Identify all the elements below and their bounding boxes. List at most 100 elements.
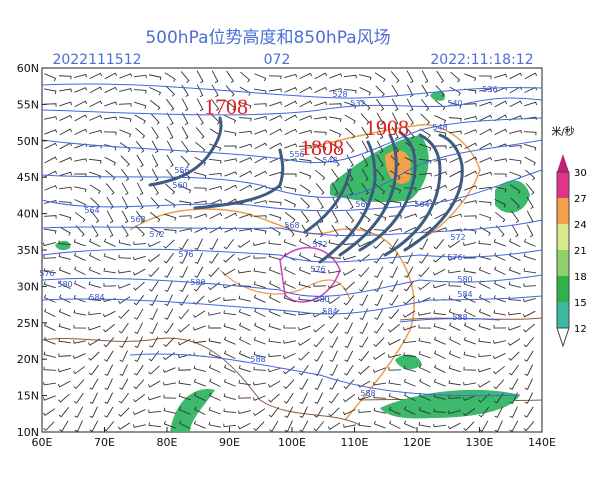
wind-barb <box>223 145 237 149</box>
wind-barb <box>44 73 57 82</box>
wind-barb <box>208 252 219 264</box>
colorbar-bin <box>557 198 569 224</box>
wind-barb <box>163 229 177 234</box>
contour-label: 572 <box>312 240 327 249</box>
wind-barb <box>117 422 131 430</box>
wind-barb <box>91 210 100 223</box>
wind-barb <box>478 406 490 418</box>
wind-barb <box>478 186 492 191</box>
wind-barb <box>103 238 116 247</box>
wind-barb <box>239 213 253 219</box>
wind-barb <box>524 364 534 376</box>
wind-barb <box>178 215 192 219</box>
wind-barb <box>194 226 208 233</box>
wind-barb <box>58 201 72 206</box>
wind-barb <box>433 323 446 331</box>
wind-barb <box>254 308 266 318</box>
wind-barb <box>224 171 238 177</box>
wind-barb <box>346 210 355 223</box>
wind-barb <box>434 350 446 360</box>
wind-barb <box>389 266 398 279</box>
wind-barb <box>253 351 266 358</box>
wind-barb <box>104 392 114 404</box>
wind-barb <box>88 311 102 316</box>
wind-barb <box>344 308 354 320</box>
wind-barb <box>252 395 266 401</box>
wind-barb <box>404 200 417 205</box>
wind-barb <box>373 407 386 414</box>
wind-barb <box>118 407 130 417</box>
wind-barb <box>74 266 86 276</box>
wind-barb <box>404 213 418 219</box>
wind-barb <box>105 169 116 181</box>
wind-barb <box>211 70 219 84</box>
wind-barb <box>269 128 283 136</box>
wind-barb <box>58 323 71 331</box>
wind-barb <box>358 253 371 263</box>
wind-barb <box>329 73 343 79</box>
wind-barb <box>104 406 114 418</box>
wind-barb <box>478 353 492 358</box>
wind-barb <box>181 98 189 112</box>
wind-barb <box>284 266 296 276</box>
wind-barb <box>313 238 326 247</box>
wind-barb <box>118 103 132 107</box>
wind-barb <box>522 310 536 318</box>
wind-barb <box>376 98 385 111</box>
wind-barb <box>508 158 522 164</box>
wind-barb <box>268 75 282 80</box>
wind-barb <box>150 113 160 125</box>
wind-barb <box>314 86 328 93</box>
wind-barb <box>208 158 222 164</box>
wind-barb <box>343 89 357 94</box>
wind-barb <box>269 420 279 432</box>
wind-barb <box>223 378 236 387</box>
wind-barb <box>299 115 313 121</box>
contour-label: 584 <box>457 290 472 299</box>
wind-barb <box>449 86 461 96</box>
wind-barb <box>149 212 161 223</box>
wind-barb <box>314 101 328 107</box>
wind-barb <box>149 100 161 111</box>
wind-barb <box>59 213 72 221</box>
wind-barb <box>104 350 114 362</box>
wind-barb <box>419 238 429 250</box>
wind-barb <box>224 115 237 124</box>
contour-label: 540 <box>447 99 462 108</box>
wind-barb <box>89 72 103 80</box>
wind-barb <box>433 239 445 250</box>
wind-barb <box>163 394 177 399</box>
wind-barb <box>118 392 129 404</box>
wind-barb <box>74 406 84 418</box>
wind-barb <box>238 410 251 415</box>
wind-barb <box>43 322 56 331</box>
wind-barb <box>284 128 298 136</box>
wind-barb <box>58 186 72 191</box>
wind-barb <box>463 366 477 371</box>
wind-barb <box>268 201 282 206</box>
wind-barb <box>268 338 282 344</box>
wind-barb <box>509 406 518 419</box>
wind-barb <box>344 336 353 349</box>
contour-label: 560 <box>172 181 187 190</box>
wind-barb <box>478 266 491 275</box>
wind-barb <box>121 168 130 181</box>
lat-label: 15N <box>17 390 39 403</box>
lon-label: 70E <box>94 436 115 449</box>
wind-barb <box>359 74 372 81</box>
wind-barb <box>389 200 402 206</box>
wind-barb <box>494 211 506 223</box>
wind-barb <box>479 213 492 221</box>
wind-barb <box>523 131 537 136</box>
wind-barb <box>224 227 238 233</box>
wind-barb <box>327 296 341 305</box>
contour-label: 568 <box>130 215 145 224</box>
wind-barb <box>195 141 206 153</box>
wind-barb <box>463 421 475 431</box>
wind-barb <box>313 131 327 136</box>
wind-barb <box>301 210 310 223</box>
wind-barb <box>103 131 117 136</box>
wind-barb <box>509 129 522 134</box>
wind-barb <box>376 112 384 126</box>
china-border <box>129 208 415 421</box>
